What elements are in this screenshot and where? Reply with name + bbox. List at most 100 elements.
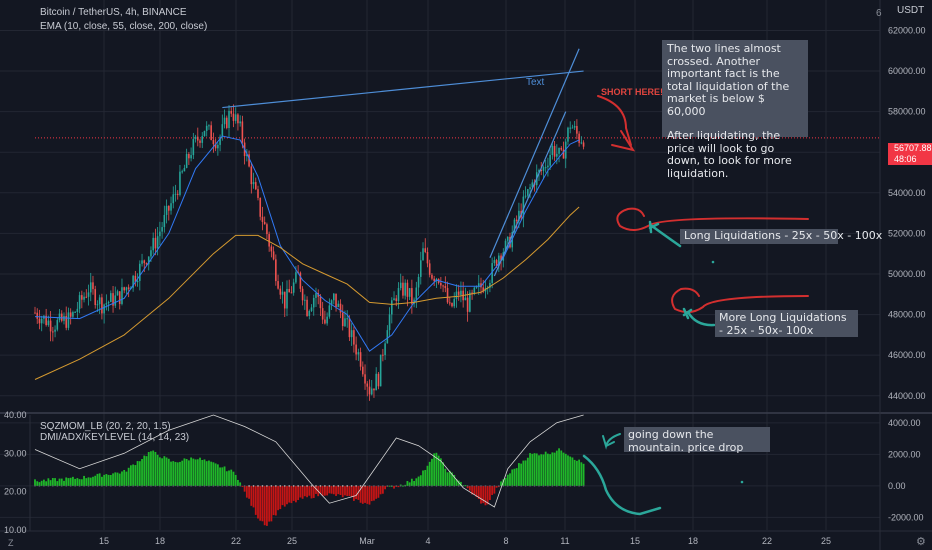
price-drop-note[interactable]: going down the mountain. price drop — [624, 427, 770, 453]
candle-body-220 — [524, 195, 527, 197]
candle-body-57 — [161, 227, 163, 232]
momentum-bar-36 — [114, 472, 117, 486]
momentum-bar-235 — [558, 448, 560, 486]
candle-body-117 — [295, 272, 297, 283]
momentum-bar-152 — [373, 485, 375, 501]
momentum-bar-16 — [69, 477, 72, 486]
time-tick-9: 18 — [688, 536, 698, 546]
candle-body-197 — [473, 287, 476, 294]
squeeze-dots — [34, 485, 585, 487]
candle-body-104 — [266, 224, 268, 235]
squeeze-dot-78 — [208, 485, 210, 487]
momentum-bar-216 — [515, 468, 518, 486]
candle-body-75 — [201, 136, 204, 143]
squeeze-dot-54 — [154, 485, 157, 487]
momentum-bar-7 — [49, 480, 52, 486]
candle-body-56 — [159, 231, 161, 237]
time-tick-11: 25 — [821, 536, 831, 546]
momentum-bar-15 — [67, 478, 70, 486]
candle-body-5 — [45, 315, 47, 326]
squeeze-dot-214 — [511, 485, 514, 487]
candle-body-178 — [431, 274, 433, 279]
sqzmom-indicator-label[interactable]: SQZMOM_LB (20, 2, 20, 1.5) — [40, 421, 171, 432]
candle-body-51 — [147, 256, 150, 265]
squeeze-dot-64 — [176, 485, 179, 487]
candle-body-154 — [377, 373, 380, 387]
squeeze-dot-120 — [301, 485, 304, 487]
candle-body-155 — [379, 354, 382, 387]
squeeze-dot-204 — [489, 485, 491, 487]
squeeze-dot-24 — [87, 485, 90, 487]
candle-body-134 — [333, 293, 335, 301]
analysis-note[interactable]: The two lines almost crossed. Another im… — [662, 40, 808, 179]
squeeze-dot-128 — [319, 485, 322, 487]
momentum-bar-241 — [571, 457, 574, 486]
candle-body-91 — [237, 114, 239, 124]
candle-body-125 — [312, 297, 315, 308]
momentum-bar-240 — [569, 456, 572, 486]
short-here-label[interactable]: SHORT HERE!! — [601, 87, 666, 97]
momentum-bar-17 — [72, 476, 74, 486]
squeeze-dot-174 — [422, 485, 424, 487]
momentum-bar-202 — [484, 485, 487, 506]
candle-body-227 — [540, 170, 543, 172]
momentum-bar-153 — [375, 485, 378, 499]
momentum-bar-204 — [489, 485, 491, 501]
candle-body-173 — [419, 260, 422, 277]
candle-body-189 — [455, 291, 458, 299]
candle-body-166 — [404, 282, 406, 296]
momentum-bar-222 — [529, 453, 531, 486]
squeeze-dot-10 — [56, 485, 59, 487]
momentum-bar-136 — [337, 485, 340, 495]
ema-line-1 — [34, 206, 580, 380]
candle-body-50 — [145, 263, 148, 265]
momentum-bar-97 — [250, 485, 253, 506]
candle-body-235 — [558, 147, 560, 154]
dmi-indicator-label[interactable]: DMI/ADX/KEYLEVEL (14, 14, 23) — [40, 432, 190, 443]
settings-gear-icon[interactable]: ⚙ — [916, 536, 926, 548]
candle-body-198 — [475, 286, 478, 288]
time-tick-5: 4 — [425, 536, 430, 546]
momentum-bar-229 — [544, 451, 547, 486]
momentum-bar-138 — [341, 485, 344, 498]
candle-body-23 — [85, 296, 88, 298]
currency-label[interactable]: USDT — [897, 5, 925, 16]
momentum-bar-124 — [310, 485, 313, 499]
trendline-text-label[interactable]: Text — [526, 77, 545, 88]
momentum-bar-1 — [36, 481, 39, 486]
ema-indicator-label[interactable]: EMA (10, close, 55, close, 200, close) — [40, 21, 208, 32]
time-tick-6: 8 — [503, 536, 508, 546]
long-liquidations-note[interactable]: Long Liquidations - 25x - 50x - 100x — [680, 229, 882, 244]
momentum-bar-73 — [196, 459, 199, 486]
more-long-liquidations-note[interactable]: More Long Liquidations - 25x - 50x- 100x — [715, 310, 858, 337]
timezone-z-icon[interactable]: Z — [8, 538, 14, 548]
momentum-bar-81 — [214, 463, 217, 486]
squeeze-dot-196 — [471, 485, 473, 487]
momentum-bar-40 — [123, 469, 126, 486]
momentum-bar-156 — [381, 485, 384, 494]
momentum-bar-23 — [85, 478, 88, 486]
candle-body-124 — [310, 307, 313, 311]
candle-body-44 — [132, 275, 134, 288]
candle-body-52 — [150, 250, 152, 257]
candle-body-87 — [228, 110, 230, 128]
squeeze-dot-164 — [399, 485, 402, 487]
momentum-bar-50 — [145, 456, 148, 486]
squeeze-dot-216 — [515, 485, 518, 487]
momentum-bar-109 — [277, 485, 279, 511]
squeeze-dot-244 — [578, 485, 580, 487]
squeeze-dot-96 — [248, 485, 250, 487]
sub-right-tick-3: 4000.00 — [888, 418, 921, 428]
momentum-bar-61 — [170, 461, 172, 486]
momentum-bar-10 — [56, 481, 59, 486]
candle-body-1 — [36, 312, 39, 319]
momentum-bar-95 — [245, 485, 248, 498]
candle-body-9 — [54, 329, 56, 332]
candle-body-241 — [571, 127, 574, 129]
momentum-bar-205 — [491, 485, 494, 495]
candle-body-152 — [373, 388, 375, 391]
candle-body-79 — [210, 125, 212, 141]
squeeze-dot-34 — [110, 485, 112, 487]
momentum-bar-6 — [47, 478, 50, 486]
